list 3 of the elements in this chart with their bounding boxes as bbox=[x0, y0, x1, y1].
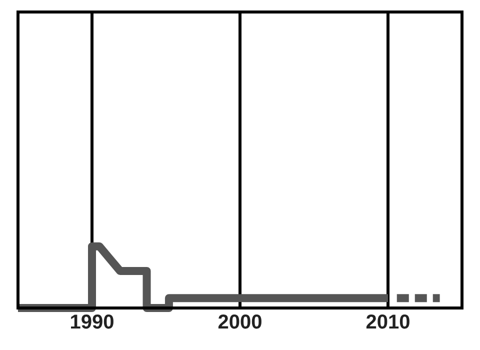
x-tick-label: 2000 bbox=[218, 312, 262, 334]
x-tick-label: 1990 bbox=[70, 312, 114, 334]
x-tick-label: 2010 bbox=[366, 312, 410, 334]
